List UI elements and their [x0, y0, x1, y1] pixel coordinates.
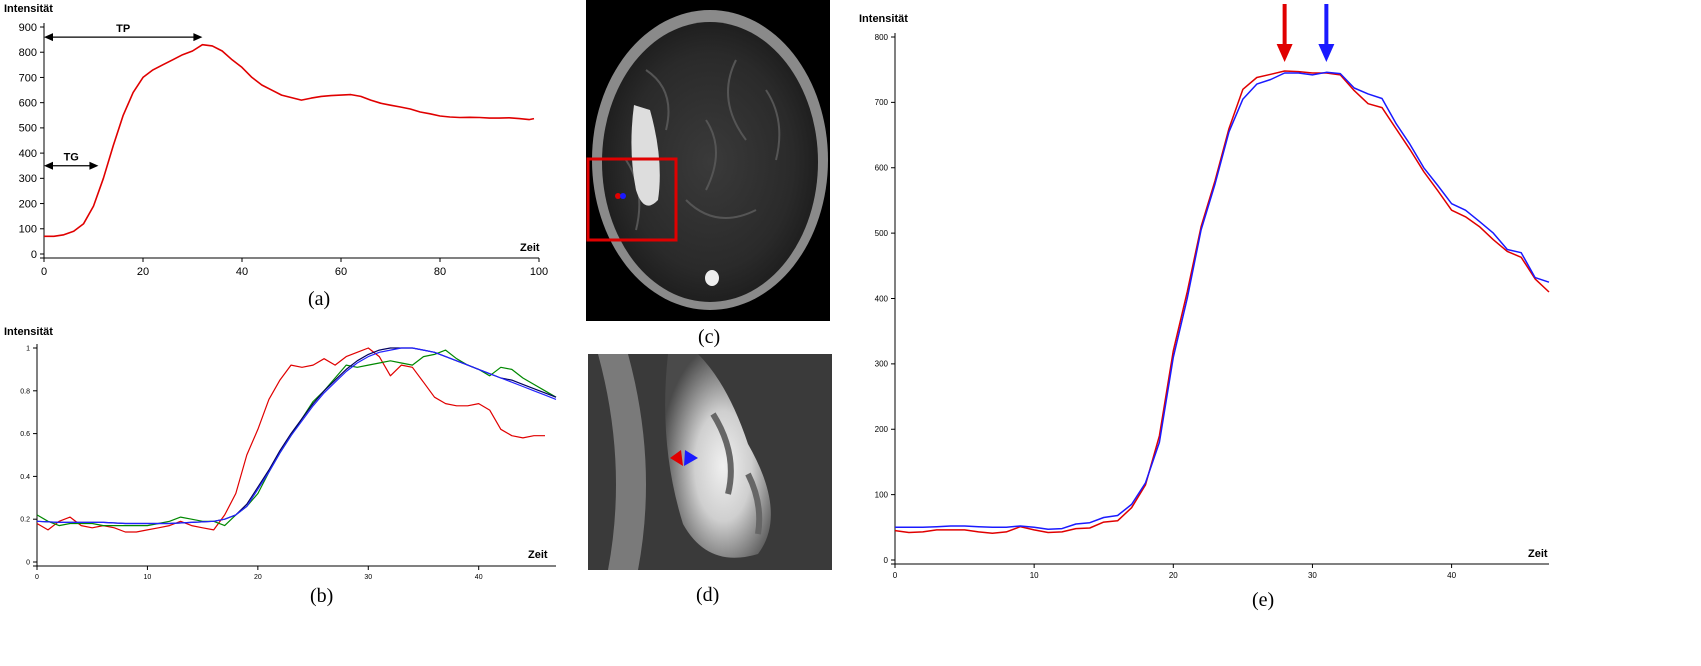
mri-slice-c: (c) [586, 0, 830, 348]
chart-b-series-line [36, 349, 557, 527]
chart-a-y-tick-label: 600 [19, 98, 37, 110]
chart-b-y-tick-label: 0.8 [20, 388, 30, 395]
annotation-tg-arrow-left [44, 161, 53, 170]
chart-e-y-tick-label: 800 [875, 33, 889, 42]
annotation-tg-label: TG [64, 152, 79, 164]
chart-a-ylabel: Intensität [4, 3, 53, 15]
chart-b-series-line [36, 347, 545, 533]
mri-detail-d: (d) [588, 354, 832, 606]
chart-b: Intensität Zeit (b) 00.20.40.60.810 10 20 3… [4, 326, 557, 607]
chart-e-y-tick-label: 300 [875, 360, 889, 369]
caption-c: (c) [698, 326, 720, 348]
chart-a-x-tick-label: 100 [530, 266, 548, 278]
chart-b-y-tick-label: 0.2 [20, 517, 30, 524]
chart-b-x-tick-label: 30 [364, 574, 372, 581]
chart-b-series-line [36, 347, 557, 525]
chart-b-x-tick-label: 40 [475, 574, 483, 581]
chart-e-y-tick-label: 600 [875, 164, 889, 173]
chart-b-x-tick-label: 20 [254, 574, 262, 581]
caption-b: (b) [310, 585, 333, 607]
chart-e-series-line [895, 71, 1550, 531]
chart-e-series-line [894, 70, 1550, 534]
chart-e-y-tick-label: 200 [875, 425, 889, 434]
chart-e-x-tick-label: 40 [1447, 571, 1456, 580]
chart-a: Intensität Zeit (a) 01002003004005006007… [4, 3, 548, 310]
annotation-tg-arrow-right [89, 161, 99, 170]
chart-e-ylabel: Intensität [859, 13, 908, 25]
chart-e-x-tick-label: 30 [1308, 571, 1317, 580]
brain-tissue [602, 22, 818, 302]
annotation-tp-arrow-left [44, 33, 53, 42]
chart-b-series-line [36, 347, 557, 525]
bright-spot-bottom [705, 270, 719, 286]
chart-b-y-tick-label: 0.6 [20, 431, 30, 438]
chart-e-y-tick-label: 500 [875, 229, 889, 238]
chart-a-y-tick-label: 800 [19, 47, 37, 59]
chart-b-y-tick-label: 0.4 [20, 474, 30, 481]
chart-a-y-tick-label: 100 [19, 224, 37, 236]
annotation-tp-arrow-right [193, 33, 203, 42]
chart-e-y-tick-label: 700 [875, 98, 889, 107]
chart-e-x-tick-label: 0 [893, 571, 898, 580]
peak-arrow-head [1318, 44, 1335, 62]
marker-red [615, 193, 621, 199]
detail-bright-region [665, 354, 771, 558]
caption-d: (d) [696, 584, 719, 606]
detail-dark-streak [710, 412, 763, 535]
bright-vessel [631, 105, 660, 206]
chart-b-y-tick-label: 1 [26, 345, 30, 352]
chart-e: Intensität Zeit (e) 01002003004005006007… [859, 4, 1550, 611]
detail-left-band [598, 354, 646, 570]
marker-red-zoom [670, 450, 683, 466]
marker-blue [620, 193, 626, 199]
chart-a-y-tick-label: 0 [31, 249, 37, 261]
chart-a-xlabel: Zeit [520, 242, 540, 254]
chart-a-x-tick-label: 80 [434, 266, 446, 278]
peak-arrow-head [1276, 44, 1293, 62]
chart-a-x-tick-label: 0 [41, 266, 47, 278]
chart-b-xlabel: Zeit [528, 549, 548, 561]
caption-a: (a) [308, 288, 330, 310]
annotation-tp-label: TP [116, 23, 130, 35]
chart-a-y-tick-label: 400 [19, 148, 37, 160]
chart-a-y-tick-label: 200 [19, 198, 37, 210]
chart-e-xlabel: Zeit [1528, 548, 1548, 560]
chart-e-x-tick-label: 20 [1169, 571, 1178, 580]
chart-a-series-line [44, 43, 535, 238]
chart-a-y-tick-label: 300 [19, 173, 37, 185]
chart-b-x-tick-label: 10 [144, 574, 152, 581]
chart-b-y-tick-label: 0 [26, 559, 30, 566]
chart-e-y-tick-label: 0 [884, 556, 889, 565]
chart-e-y-tick-label: 100 [875, 490, 889, 499]
chart-e-x-tick-label: 10 [1030, 571, 1039, 580]
chart-a-x-tick-label: 60 [335, 266, 347, 278]
chart-b-x-tick-label: 0 [35, 574, 39, 581]
region-of-interest-box [586, 157, 678, 242]
chart-a-y-tick-label: 900 [19, 22, 37, 34]
chart-a-y-tick-label: 700 [19, 72, 37, 84]
chart-a-x-tick-label: 20 [137, 266, 149, 278]
marker-blue-zoom [684, 450, 698, 466]
caption-e: (e) [1252, 589, 1274, 611]
chart-a-y-tick-label: 500 [19, 123, 37, 135]
chart-e-y-tick-label: 400 [875, 294, 889, 303]
chart-a-x-tick-label: 40 [236, 266, 248, 278]
chart-b-ylabel: Intensität [4, 326, 53, 338]
